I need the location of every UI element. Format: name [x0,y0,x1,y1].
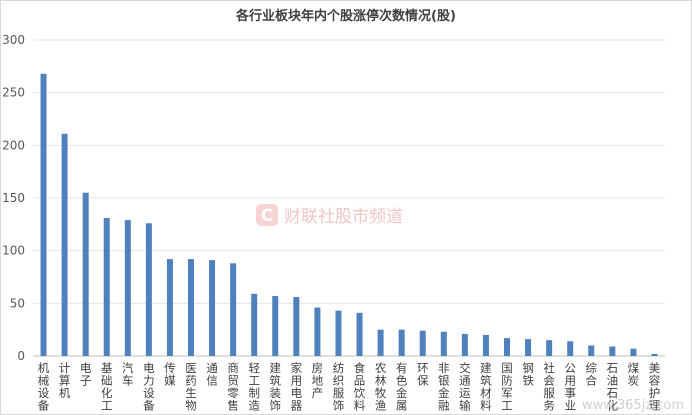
x-tick-label: 电力设备 [143,361,155,413]
x-tick-label: 医药生物 [185,361,197,413]
site-watermark: www.365jz.com [582,398,684,413]
x-tick-label: 非银金融 [438,361,450,413]
x-tick-label: 社会服务 [543,361,555,413]
x-tick-label: 汽车 [122,361,134,388]
x-tick-label: 美容护理 [649,361,661,413]
x-tick-label: 传媒 [164,361,176,388]
bar [124,220,131,356]
bar [314,307,321,356]
bar [546,340,553,356]
bars [40,73,658,356]
x-tick-label: 通信 [206,361,218,388]
watermark-logo-letter: C [261,206,273,226]
x-tick-label: 机械设备 [38,361,50,413]
bar [335,310,342,356]
bar [40,73,47,356]
bar [482,334,489,356]
x-tick-label: 家用电器 [291,361,303,413]
bar [188,259,194,356]
x-tick-label: 石油石化 [607,361,619,413]
watermark: C 财联社股市频道 [256,204,403,227]
bar [419,330,426,356]
x-tick-label: 计算机 [59,361,71,400]
x-tick-label: 房地产 [312,361,324,400]
x-tick-label: 有色金属 [396,361,408,413]
bar [293,297,300,356]
x-tick-label: 建筑材料 [480,361,492,413]
bar [525,339,532,356]
bar [461,333,468,356]
watermark-text: 财联社股市频道 [284,207,403,227]
bar [61,133,68,356]
x-tick-label: 公用事业 [564,361,576,413]
x-tick-label: 钢铁 [522,361,534,388]
y-tick-label: 250 [2,86,25,100]
x-tick-label: 食品饮料 [354,361,366,413]
bar [440,331,447,356]
bar [356,312,363,356]
bar [398,329,405,356]
x-tick-label: 商贸零售 [227,361,239,413]
y-tick-label: 50 [10,296,25,310]
y-tick-label: 300 [2,33,25,47]
bar [272,295,279,356]
x-tick-label: 煤炭 [628,361,640,388]
bar [588,345,595,356]
x-tick-label: 建筑装饰 [270,361,282,413]
y-tick-label: 100 [2,244,25,258]
bar [651,353,658,356]
chart-title: 各行业板块年内个股涨停次数情况(股) [235,8,456,24]
x-tick-label: 综合 [586,361,598,388]
x-tick-label: 电子 [80,361,92,388]
watermark-logo-icon [256,204,278,226]
x-tick-label: 国防军工 [501,361,513,413]
gridlines [33,39,665,357]
x-tick-label: 轻工制造 [248,361,260,413]
bar [209,260,216,356]
bar [230,263,237,356]
x-tick-label: 农林牧渔 [375,361,387,413]
x-tick-label: 基础化工 [101,361,113,413]
y-axis: 0 50 100 150 200 250 300 [2,33,25,363]
bar [251,293,258,356]
bar [103,218,110,356]
bar [145,223,152,356]
x-tick-label: 环保 [417,361,429,388]
y-tick-label: 150 [2,191,25,205]
y-tick-label: 0 [17,349,25,363]
x-tick-label: 纺织服饰 [333,361,345,413]
x-tick-label: 交通运输 [459,361,471,413]
bar [82,192,89,356]
bar [630,348,637,356]
bar [609,346,616,356]
bar [504,338,510,356]
bar [567,341,574,356]
y-tick-label: 200 [2,138,25,152]
bar [166,259,173,356]
x-axis-labels: 机械设备计算机电子基础化工汽车电力设备传媒医药生物通信商贸零售轻工制造建筑装饰家… [38,361,661,413]
bar [377,329,384,356]
